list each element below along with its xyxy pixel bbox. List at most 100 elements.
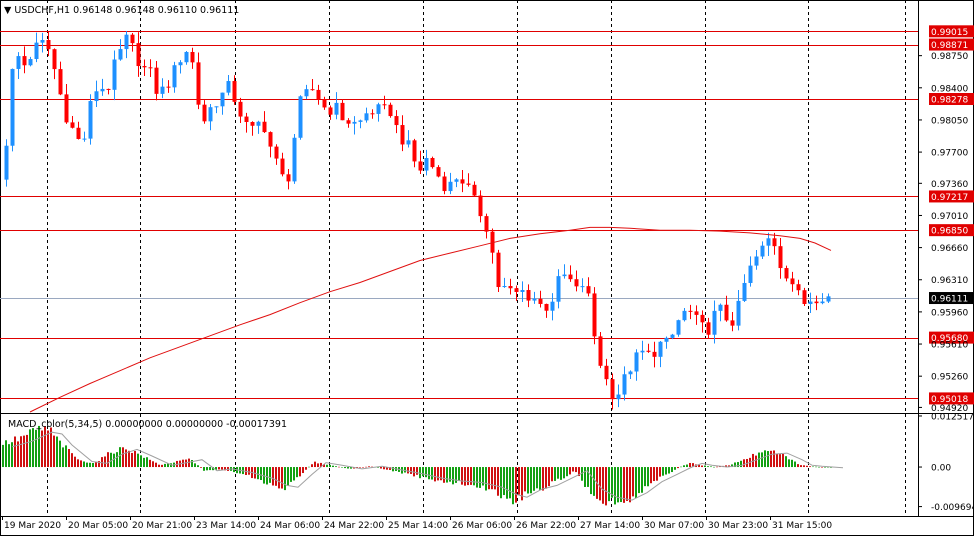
macd-bar — [503, 467, 505, 496]
collapse-arrow-icon[interactable]: ▼ — [4, 5, 12, 16]
macd-bar — [371, 466, 373, 468]
candle-body — [490, 231, 495, 253]
macd-bar — [530, 467, 532, 494]
candle-body — [58, 69, 63, 95]
candle-body — [496, 252, 501, 288]
candle-body — [808, 301, 813, 305]
macd-bar — [302, 467, 304, 474]
candle-body — [778, 246, 783, 269]
candle — [712, 300, 717, 344]
macd-bar — [713, 466, 715, 468]
candle — [490, 228, 495, 264]
macd-bar — [98, 461, 100, 468]
macd-bar — [206, 467, 208, 471]
candle — [484, 213, 489, 239]
macd-bar — [449, 467, 451, 482]
candle — [280, 152, 285, 177]
candle-body — [190, 51, 195, 63]
candle-body — [352, 121, 357, 124]
macd-bar — [674, 467, 676, 470]
macd-tick-label: -0.0096943 — [931, 503, 974, 513]
candle — [304, 84, 309, 100]
candle-body — [220, 92, 225, 107]
macd-bar — [563, 467, 565, 479]
macd-bar — [320, 462, 322, 468]
macd-bar — [392, 467, 394, 472]
macd-bar — [143, 457, 145, 468]
candle — [136, 32, 141, 77]
macd-bar — [359, 467, 361, 468]
macd-bar — [119, 447, 121, 468]
candle-body — [316, 89, 321, 100]
macd-bar — [653, 467, 655, 482]
candle — [406, 130, 411, 148]
macd-bar — [155, 462, 157, 468]
candle-body — [4, 145, 9, 180]
time-tick-label: 31 Mar 15:00 — [772, 521, 832, 531]
macd-bar — [557, 467, 559, 479]
candle-body — [34, 42, 39, 59]
macd-bar — [290, 467, 292, 482]
macd-bar — [617, 467, 619, 503]
symbol-label: USDCHF,H1 — [14, 5, 71, 16]
candle-body — [580, 286, 585, 288]
macd-bar — [404, 467, 406, 473]
macd-bar — [425, 467, 427, 478]
macd-bar — [89, 462, 91, 468]
macd-bar — [452, 467, 454, 485]
candle-body — [340, 102, 345, 121]
candle-body — [202, 104, 207, 122]
candle-body — [514, 288, 519, 292]
candle — [628, 370, 633, 380]
candle-body — [478, 195, 483, 217]
price-tick-label: 0.97360 — [931, 180, 968, 190]
candle-body — [586, 286, 591, 294]
price-tick-label: 0.97010 — [931, 212, 968, 222]
macd-bar — [788, 459, 790, 468]
candle-body — [154, 67, 159, 94]
price-tick-label: 0.95610 — [931, 341, 968, 351]
candle-body — [262, 121, 267, 133]
candle — [226, 75, 231, 96]
macd-bar — [344, 467, 346, 469]
macd-bar — [539, 467, 541, 490]
macd-bar — [614, 467, 616, 505]
candle — [694, 305, 699, 325]
macd-bar — [167, 463, 169, 468]
candle — [412, 138, 417, 168]
macd-bar — [362, 467, 364, 468]
candle — [598, 332, 603, 369]
candle — [550, 293, 555, 321]
candle — [610, 373, 615, 410]
candle-body — [724, 304, 729, 321]
macd-bar — [275, 467, 277, 486]
macd-bar — [758, 452, 760, 468]
macd-bar — [308, 466, 310, 468]
level-price-label: 0.95680 — [931, 334, 968, 344]
candle-body — [568, 274, 573, 280]
candle — [340, 99, 345, 121]
macd-bar — [512, 467, 514, 505]
macd-bar — [92, 462, 94, 468]
candle — [616, 384, 621, 408]
macd-bar — [296, 467, 298, 478]
candle-body — [454, 179, 459, 182]
candle — [700, 310, 705, 333]
candle-body — [526, 290, 531, 301]
candle — [514, 285, 519, 301]
macd-bar — [56, 436, 58, 468]
macd-bar — [212, 467, 214, 471]
candle-body — [622, 374, 627, 395]
macd-bar — [335, 466, 337, 468]
candle — [220, 92, 225, 115]
macd-bar — [422, 467, 424, 477]
macd-bar — [485, 467, 487, 491]
macd-bar — [740, 460, 742, 468]
candle-body — [130, 34, 135, 44]
candle-body — [640, 350, 645, 353]
macd-bar — [566, 467, 568, 477]
candle-body — [442, 176, 447, 192]
candle-body — [670, 334, 675, 338]
candle — [70, 116, 75, 129]
candle-body — [148, 67, 153, 69]
